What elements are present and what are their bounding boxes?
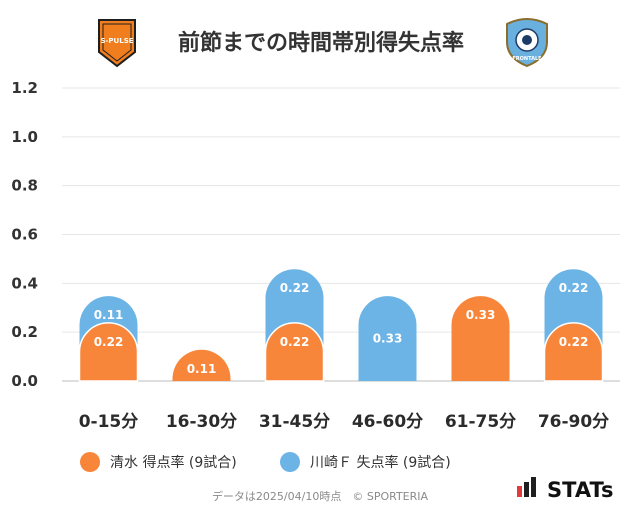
stats-logo-text: STATs <box>547 478 613 502</box>
y-tick-label: 0.2 <box>11 323 38 341</box>
bars: 0.11 0.22 0.11 0.22 0.22 0.33 0.33 0.22 0.22 <box>78 269 604 382</box>
bar-value-label: 0.22 <box>280 335 310 349</box>
legend-label: 川崎Ｆ 失点率 (9試合) <box>310 454 451 471</box>
logo-left-text: S-PULSE <box>100 37 133 45</box>
bar-series-1 <box>264 322 325 382</box>
stats-logo-icon <box>517 486 522 497</box>
bar-series-1 <box>543 322 604 382</box>
bar-value-label: 0.33 <box>466 308 496 322</box>
legend-label: 清水 得点率 (9試合) <box>110 454 237 471</box>
bar-series-1 <box>172 349 231 381</box>
chart-title: 前節までの時間帯別得失点率 <box>178 30 464 56</box>
bar-value-label: 0.22 <box>280 281 310 295</box>
bar-value-label: 0.22 <box>559 281 589 295</box>
gridlines <box>62 87 620 382</box>
y-tick-label: 0.8 <box>11 177 38 195</box>
logo-right-text: FRONTALE <box>512 56 542 62</box>
x-tick-label: 76-90分 <box>538 412 609 432</box>
x-tick-label: 46-60分 <box>352 412 423 432</box>
x-tick-label: 31-45分 <box>259 412 330 432</box>
bar-value-label: 0.11 <box>94 308 124 322</box>
y-tick-label: 0.6 <box>11 226 38 244</box>
x-tick-label: 0-15分 <box>79 412 139 432</box>
bar-series-1 <box>451 296 510 381</box>
club-logo-right: FRONTALE <box>506 18 548 68</box>
y-tick-label: 0.4 <box>11 274 38 292</box>
bar-series-2 <box>358 296 417 381</box>
stats-brand: STATs <box>517 477 613 502</box>
bar-value-label: 0.22 <box>94 335 124 349</box>
y-tick-label: 0.0 <box>11 372 38 390</box>
legend-marker <box>280 452 300 472</box>
bar-series-1 <box>78 322 139 382</box>
footer-note: データは2025/04/10時点 © SPORTERIA <box>212 489 429 503</box>
y-tick-label: 1.0 <box>11 128 38 146</box>
bar-value-label: 0.33 <box>373 332 403 346</box>
legend-marker <box>80 452 100 472</box>
legend: 清水 得点率 (9試合) 川崎Ｆ 失点率 (9試合) <box>80 452 451 472</box>
bar-value-label: 0.11 <box>187 362 217 376</box>
x-axis: 0-15分 16-30分 31-45分 46-60分 61-75分 76-90分 <box>79 412 609 432</box>
y-tick-label: 1.2 <box>11 79 38 97</box>
x-tick-label: 16-30分 <box>166 412 237 432</box>
y-axis: 0.0 0.2 0.4 0.6 0.8 1.0 1.2 <box>11 79 38 390</box>
club-logo-left: S-PULSE <box>98 19 136 68</box>
bar-value-label: 0.22 <box>559 335 589 349</box>
x-tick-label: 61-75分 <box>445 412 516 432</box>
